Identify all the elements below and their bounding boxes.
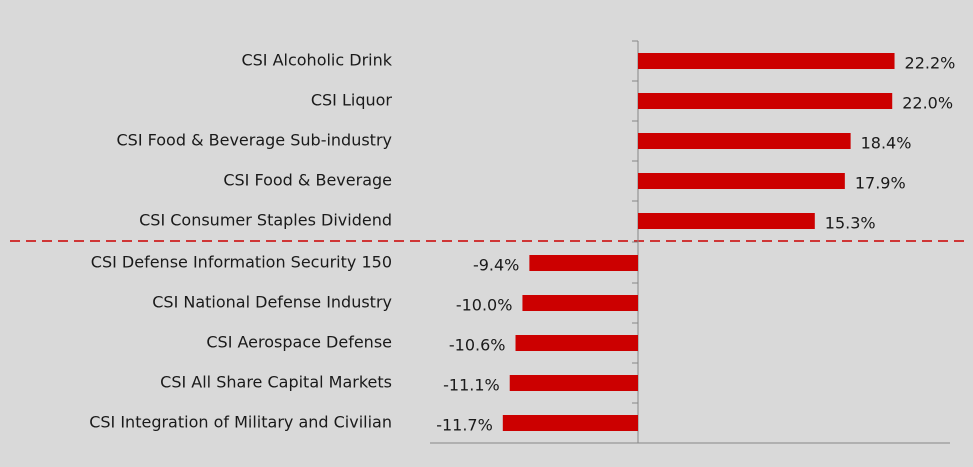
value-label: -11.7% — [436, 416, 493, 435]
bar — [638, 213, 815, 229]
value-label: 22.0% — [902, 94, 953, 113]
bar — [515, 335, 638, 351]
value-label: -11.1% — [443, 376, 500, 395]
value-label: 17.9% — [855, 174, 906, 193]
category-label: CSI Consumer Staples Dividend — [139, 211, 392, 230]
bar — [638, 53, 895, 69]
category-label: CSI Integration of Military and Civilian — [89, 413, 392, 432]
bar — [638, 93, 893, 109]
value-label: 18.4% — [861, 134, 912, 153]
category-label: CSI Food & Beverage — [223, 171, 392, 190]
value-label: -10.6% — [449, 336, 506, 355]
category-label: CSI All Share Capital Markets — [160, 373, 392, 392]
bar — [522, 295, 638, 311]
category-label: CSI Liquor — [311, 91, 393, 110]
category-label: CSI National Defense Industry — [152, 293, 392, 312]
value-label: 22.2% — [905, 54, 956, 73]
bar — [502, 415, 638, 431]
bar — [529, 255, 638, 271]
category-label: CSI Alcoholic Drink — [241, 51, 392, 70]
bar — [638, 173, 845, 189]
bar — [509, 375, 638, 391]
value-label: -10.0% — [456, 296, 513, 315]
category-label: CSI Aerospace Defense — [206, 333, 392, 352]
category-label: CSI Defense Information Security 150 — [91, 253, 392, 272]
bar — [638, 133, 851, 149]
category-label: CSI Food & Beverage Sub-industry — [116, 131, 392, 150]
value-label: 15.3% — [825, 214, 876, 233]
value-label: -9.4% — [473, 256, 519, 275]
